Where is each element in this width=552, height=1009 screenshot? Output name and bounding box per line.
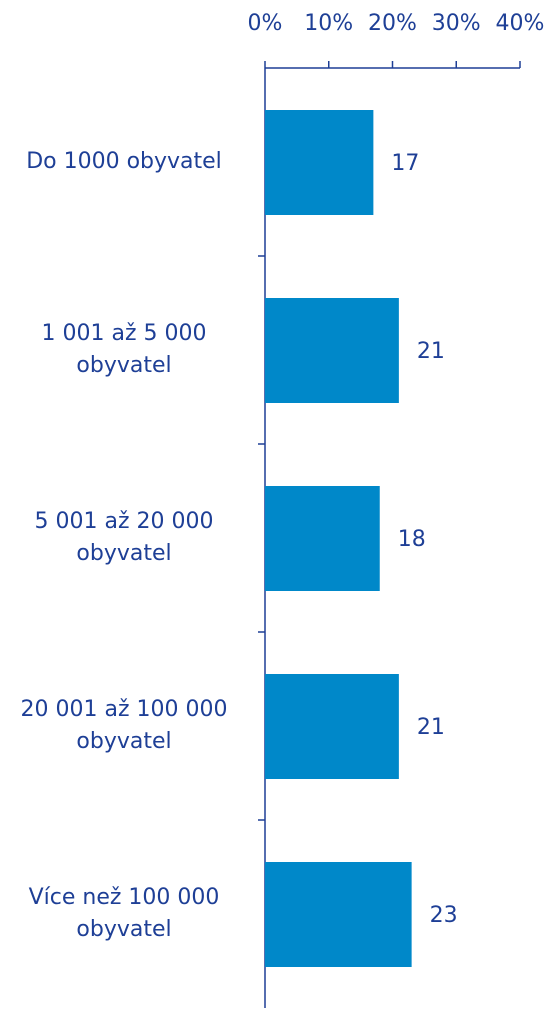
category-label: 1 001 až 5 000 obyvatel (41, 321, 207, 378)
bar (265, 486, 380, 591)
value-label: 21 (417, 339, 445, 364)
bar (265, 298, 399, 403)
x-tick-label: 0% (248, 11, 283, 36)
category-label: Více než 100 000 obyvatel (28, 885, 220, 942)
value-label: 21 (417, 715, 445, 740)
x-tick-label: 30% (432, 11, 481, 36)
x-tick-label: 40% (496, 11, 545, 36)
bar (265, 862, 412, 967)
bar (265, 110, 374, 215)
x-tick-label: 20% (368, 11, 417, 36)
bar (265, 674, 399, 779)
category-label: Do 1000 obyvatel (26, 149, 222, 174)
x-tick-label: 10% (304, 11, 353, 36)
category-label: 5 001 až 20 000 obyvatel (34, 509, 214, 566)
category-label: 20 001 až 100 000 obyvatel (20, 697, 228, 754)
value-label: 23 (430, 903, 458, 928)
value-label: 17 (391, 151, 419, 176)
value-label: 18 (398, 527, 426, 552)
